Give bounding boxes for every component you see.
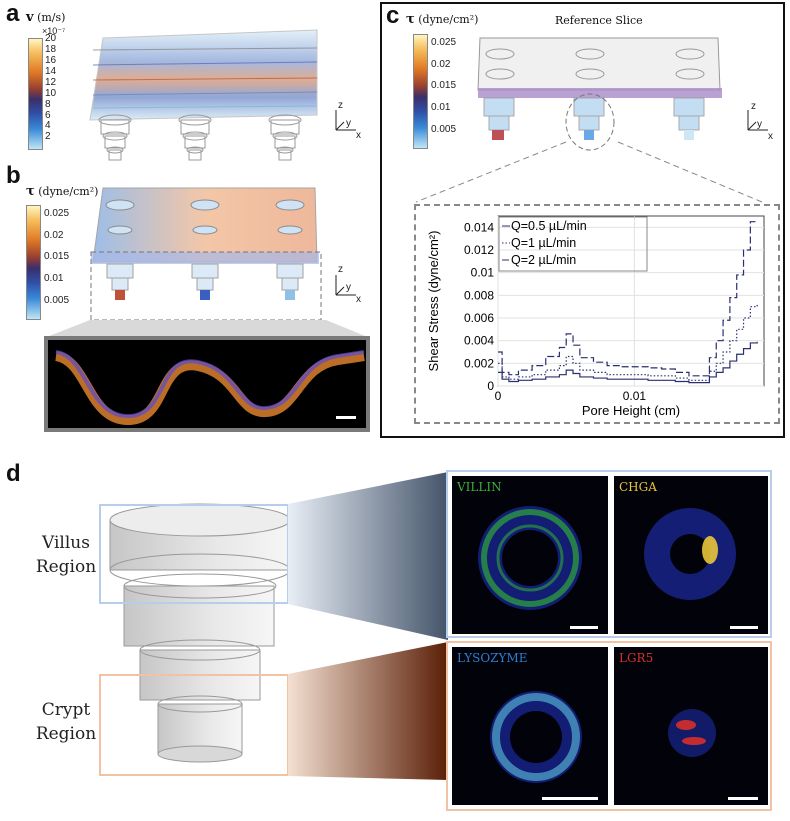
shear-colorbar-b: [26, 205, 41, 320]
panel-b-shear-render: [90, 187, 322, 321]
colorbar-tick-label: 6: [45, 109, 51, 121]
chart-y-tick-label: 0.006: [464, 311, 494, 325]
panel-b-axes-glyph: [335, 275, 356, 296]
panel-b-zoom-connector: [44, 320, 370, 338]
axis-y-label-c: y: [757, 119, 762, 130]
villin-label: VILLIN: [457, 480, 502, 494]
crypt-region-box: [99, 674, 289, 776]
chart-legend-label: Q=2 µL/min: [511, 253, 576, 267]
colorbar-tick-label: 14: [45, 66, 57, 78]
panel-d-letter: d: [6, 460, 21, 487]
chart-series-line: [498, 341, 758, 384]
colorbar-tick-label: 0.015: [44, 251, 70, 263]
shear-symbol: τ: [26, 184, 35, 199]
lysozyme-micrograph: [452, 647, 608, 805]
colorbar-tick-label: 4: [45, 120, 51, 132]
shear-unit: (dyne/cm²): [38, 185, 99, 198]
chart-y-tick-label: 0.002: [464, 356, 494, 370]
colorbar-tick-label: 18: [45, 44, 57, 56]
villin-micrograph: [452, 476, 608, 634]
axis-y-label-b: y: [346, 282, 351, 293]
axis-z-label-b: z: [338, 264, 343, 275]
chart-x-tick-label: 0.01: [623, 389, 647, 403]
lgr5-label: LGR5: [619, 651, 654, 665]
chart-legend-box: [498, 216, 648, 272]
villus-micrograph-frame: [446, 470, 772, 638]
chart-legend-label: Q=1 µL/min: [511, 236, 576, 250]
crypt-region-label: Crypt Region: [35, 700, 97, 744]
villus-region-label: Villus Region: [35, 533, 97, 577]
panel-a-flow-render: [89, 29, 318, 161]
colorbar-tick-label: 0.025: [44, 207, 70, 219]
axis-y-label: y: [346, 118, 351, 129]
chart-plot-area: [497, 215, 765, 387]
colorbar-tick-label: 0.005: [431, 123, 457, 135]
panel-a-letter: a: [6, 0, 20, 27]
chga-micrograph: [614, 476, 768, 634]
chart-y-tick-label: 0.008: [464, 288, 494, 302]
reference-slice-title: Reference Slice: [555, 14, 643, 27]
panel-b-colorbar-title: τ (dyne/cm²): [26, 184, 98, 199]
colorbar-tick-label: 0.025: [431, 36, 457, 48]
panel-c-reference-slice-render: [477, 37, 722, 151]
colorbar-tick-label: 0.01: [431, 101, 451, 113]
confocal-cross-section-image: [44, 336, 370, 432]
velocity-colorbar: [28, 38, 43, 150]
colorbar-tick-label: 12: [45, 76, 57, 88]
colorbar-tick-label: 2: [45, 131, 51, 143]
lgr5-micrograph: [614, 647, 768, 805]
chart-x-tick-label: 0: [495, 389, 502, 403]
chart-series-line: [498, 303, 758, 381]
velocity-symbol: v: [26, 10, 34, 25]
panel-c-zoom-lines: [415, 141, 763, 203]
velocity-multiplier: ×10⁻⁷: [42, 26, 66, 36]
chart-x-axis-label: Pore Height (cm): [582, 403, 680, 418]
colorbar-tick-label: 0.02: [44, 229, 64, 241]
crypt-micrograph-frame: [446, 641, 772, 811]
lysozyme-label: LYSOZYME: [457, 651, 528, 665]
shear-unit-c: (dyne/cm²): [418, 13, 479, 26]
shear-colorbar-c: [413, 34, 428, 149]
colorbar-tick-label: 8: [45, 98, 51, 110]
colorbar-tick-label: 20: [45, 33, 57, 45]
chart-y-tick-label: 0.004: [464, 334, 494, 348]
axis-z-label-c: z: [751, 101, 756, 112]
chart-y-tick-label: 0.014: [464, 220, 494, 234]
panel-b-letter: b: [6, 162, 21, 189]
axis-x-label: x: [356, 130, 361, 141]
shear-stress-chart: 0 0.002 0.004 0.006 0.008 0.01 0.012 0.014 0 0.01…: [426, 215, 765, 418]
panel-c-axes-glyph: [747, 110, 768, 131]
chart-y-tick-label: 0: [487, 379, 494, 393]
chart-y-tick-label: 0.01: [471, 266, 495, 280]
chga-label: CHGA: [619, 480, 657, 494]
chart-legend-label: Q=0.5 µL/min: [511, 219, 587, 233]
colorbar-tick-label: 0.01: [44, 272, 64, 284]
shear-stress-chart-frame: [414, 204, 780, 424]
panel-c-frame: [380, 2, 785, 438]
chart-y-axis-label: Shear Stress (dyne/cm²): [426, 231, 441, 372]
colorbar-tick-label: 0.015: [431, 80, 457, 92]
axis-z-label: z: [338, 100, 343, 111]
chart-series-line: [498, 220, 758, 377]
panel-a-colorbar-title: v (m/s): [26, 10, 65, 25]
shear-symbol-c: τ: [406, 12, 415, 27]
velocity-unit: (m/s): [37, 11, 66, 24]
panel-a-axes-glyph: [335, 110, 356, 131]
axis-x-label-c: x: [768, 131, 773, 142]
region-zoom-connectors: [288, 472, 448, 780]
colorbar-tick-label: 10: [45, 87, 57, 99]
panel-c-colorbar-title: τ (dyne/cm²): [406, 12, 478, 27]
colorbar-tick-label: 0.005: [44, 294, 70, 306]
pore-illustration: [109, 503, 291, 763]
axis-x-label-b: x: [356, 294, 361, 305]
panel-c-letter: c: [386, 2, 400, 29]
villus-region-box: [99, 504, 289, 604]
chart-y-tick-label: 0.012: [464, 243, 494, 257]
colorbar-tick-label: 0.02: [431, 58, 451, 70]
colorbar-tick-label: 16: [45, 55, 57, 67]
